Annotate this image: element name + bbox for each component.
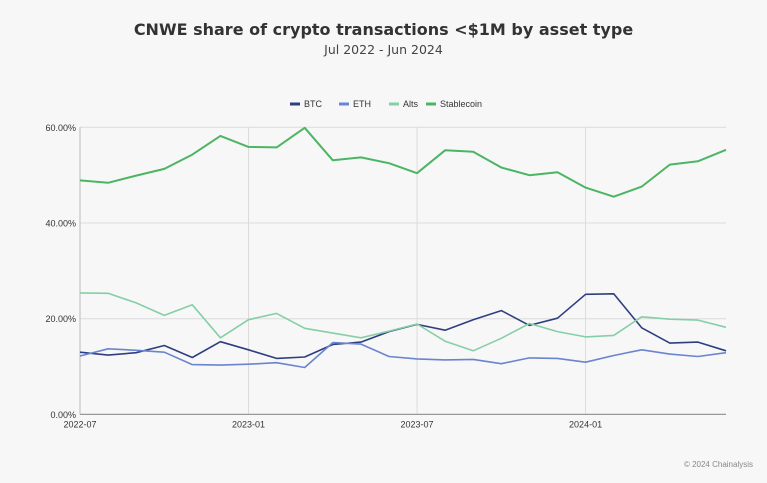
y-tick-label: 60.00% xyxy=(45,123,76,133)
x-tick-label: 2023-01 xyxy=(232,419,265,429)
chart-title: CNWE share of crypto transactions <$1M b… xyxy=(133,20,634,39)
legend-item-stablecoin: Stablecoin xyxy=(426,99,482,109)
series-line-alts xyxy=(79,292,727,352)
legend-item-alts: Alts xyxy=(389,99,419,109)
series-line-stablecoin xyxy=(79,126,727,198)
series-line-eth xyxy=(79,341,727,369)
x-tick-label: 2023-07 xyxy=(401,419,434,429)
y-tick-label: 20.00% xyxy=(45,314,76,324)
series-eth xyxy=(79,341,727,369)
legend-item-eth: ETH xyxy=(339,99,371,109)
legend-label: ETH xyxy=(353,99,371,109)
series-alts xyxy=(79,292,727,352)
x-tick-label: 2022-07 xyxy=(63,419,96,429)
legend-item-btc: BTC xyxy=(290,99,323,109)
x-tick-label: 2024-01 xyxy=(569,419,602,429)
legend-label: BTC xyxy=(304,99,323,109)
chart-subtitle: Jul 2022 - Jun 2024 xyxy=(324,42,443,57)
copyright-footer: © 2024 Chainalysis xyxy=(683,460,753,469)
legend-label: Stablecoin xyxy=(440,99,482,109)
legend-label: Alts xyxy=(403,99,419,109)
y-tick-label: 40.00% xyxy=(45,219,76,229)
y-tick-label: 0.00% xyxy=(50,410,76,420)
series-stablecoin xyxy=(79,126,727,198)
